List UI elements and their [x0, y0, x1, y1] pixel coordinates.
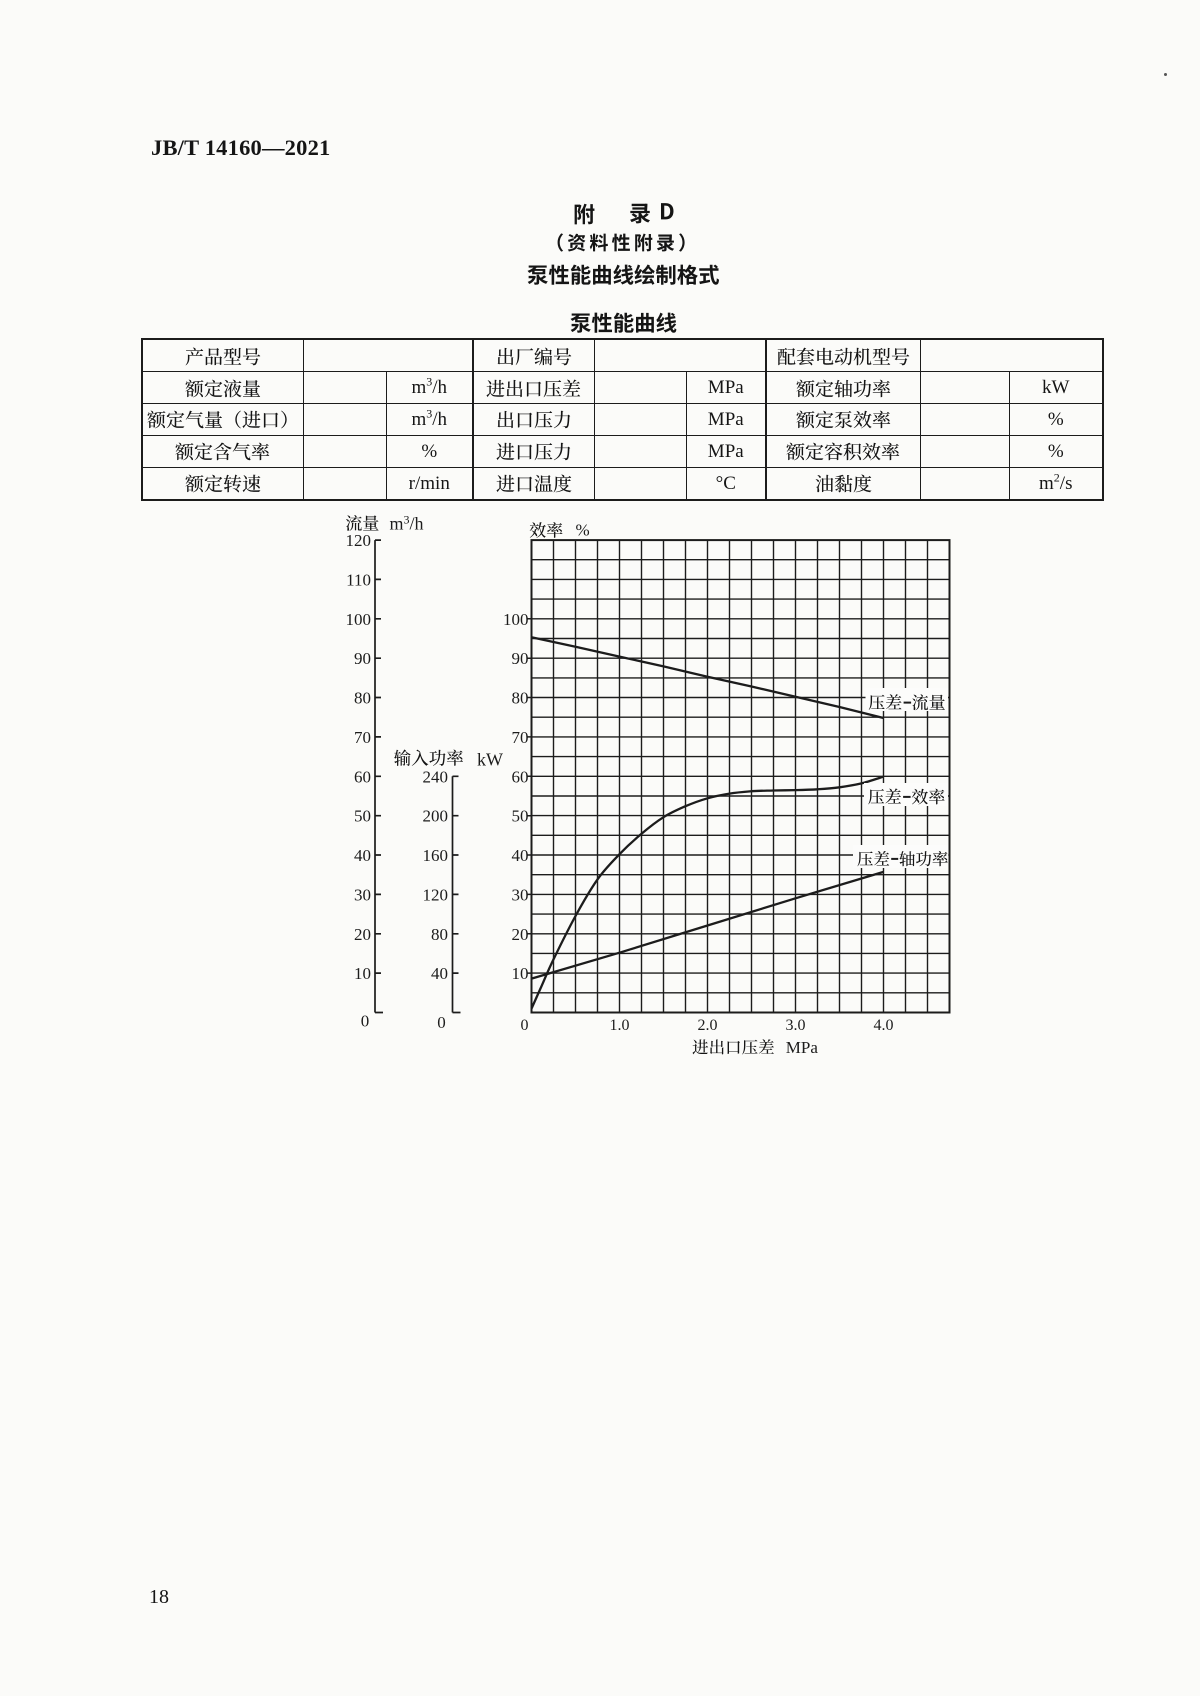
svg-text:40: 40	[512, 846, 529, 865]
svg-text:70: 70	[512, 728, 529, 747]
svg-text:160: 160	[423, 846, 449, 865]
svg-text:0: 0	[361, 1012, 370, 1031]
svg-text:30: 30	[354, 885, 371, 904]
svg-text:40: 40	[431, 964, 448, 983]
svg-text:2.0: 2.0	[698, 1017, 718, 1034]
svg-text:100: 100	[346, 610, 372, 629]
svg-text:20: 20	[512, 925, 529, 944]
svg-text:240: 240	[423, 767, 449, 786]
svg-text:40: 40	[354, 846, 371, 865]
svg-text:%: %	[576, 521, 590, 540]
svg-text:0: 0	[521, 1017, 529, 1034]
svg-text:70: 70	[354, 728, 371, 747]
svg-text:50: 50	[512, 807, 529, 826]
svg-text:m3/h: m3/h	[390, 513, 424, 534]
svg-text:20: 20	[354, 925, 371, 944]
svg-text:MPa: MPa	[786, 1038, 819, 1057]
svg-text:90: 90	[354, 649, 371, 668]
svg-text:110: 110	[346, 570, 371, 589]
svg-text:90: 90	[512, 649, 529, 668]
svg-text:0: 0	[437, 1013, 446, 1032]
svg-text:10: 10	[512, 964, 529, 983]
svg-text:1.0: 1.0	[610, 1017, 630, 1034]
svg-text:80: 80	[354, 689, 371, 708]
svg-text:30: 30	[512, 885, 529, 904]
svg-text:100: 100	[503, 610, 529, 629]
svg-text:50: 50	[354, 807, 371, 826]
svg-text:60: 60	[512, 767, 529, 786]
svg-text:60: 60	[354, 767, 371, 786]
svg-text:10: 10	[354, 964, 371, 983]
svg-text:kW: kW	[477, 750, 503, 770]
svg-text:200: 200	[423, 807, 449, 826]
svg-text:80: 80	[512, 689, 529, 708]
svg-text:4.0: 4.0	[874, 1017, 894, 1034]
svg-text:3.0: 3.0	[786, 1017, 806, 1034]
svg-text:120: 120	[346, 531, 372, 550]
svg-text:80: 80	[431, 925, 448, 944]
svg-text:120: 120	[423, 885, 449, 904]
